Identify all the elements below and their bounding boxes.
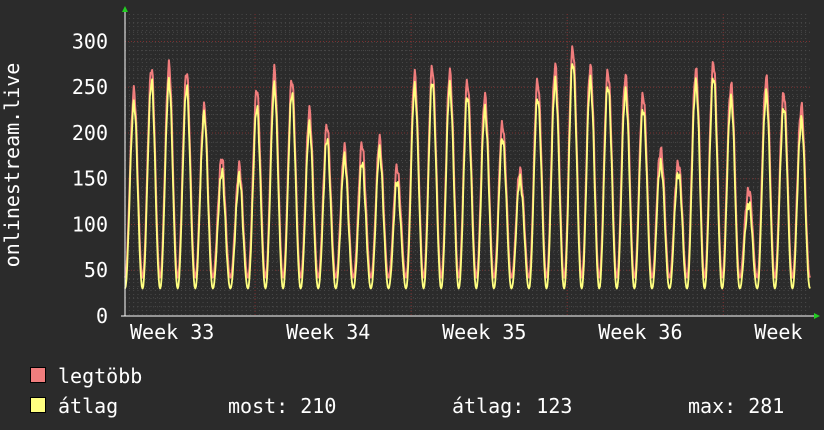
x-tick-label: Week	[754, 320, 802, 344]
axis-labels: 0 50 100 150 200 250 300 Week 33 Week 34 Week 35 W…	[0, 29, 802, 344]
current-value: most: 210	[228, 394, 337, 418]
avg-legend-label: átlag	[58, 394, 119, 418]
avg-swatch	[30, 397, 46, 413]
max-swatch	[30, 367, 46, 383]
series-line-max	[124, 45, 811, 279]
y-tick-label: 250	[72, 75, 108, 99]
legend-row-avg: átlag most: 210 átlag: 123 max: 281	[30, 391, 810, 421]
y-axis-label: onlinestream.live	[0, 63, 24, 268]
y-tick-label: 50	[84, 258, 108, 282]
x-tick-label: Week 34	[286, 320, 370, 344]
y-axis-arrow-icon	[122, 6, 128, 12]
x-tick-label: Week 35	[442, 320, 526, 344]
average-value: átlag: 123	[452, 394, 573, 418]
y-tick-label: 0	[96, 304, 108, 328]
maximum-value: max: 281	[688, 394, 785, 418]
x-tick-label: Week 33	[130, 320, 214, 344]
legend-row-max: legtöbb	[30, 361, 810, 391]
traffic-chart: 0 50 100 150 200 250 300 Week 33 Week 34 Week 35 W…	[0, 6, 820, 344]
series-layer	[124, 45, 811, 290]
series-line-avg	[124, 63, 811, 290]
x-axis-arrow-icon	[814, 313, 820, 319]
max-legend-label: legtöbb	[58, 364, 143, 388]
y-tick-label: 200	[72, 121, 108, 145]
legend: legtöbb átlag most: 210 átlag: 123 max: …	[30, 361, 810, 421]
x-tick-label: Week 36	[598, 320, 682, 344]
y-tick-label: 100	[72, 212, 108, 236]
y-tick-label: 300	[72, 29, 108, 53]
axes	[121, 6, 820, 319]
y-tick-label: 150	[72, 167, 108, 191]
